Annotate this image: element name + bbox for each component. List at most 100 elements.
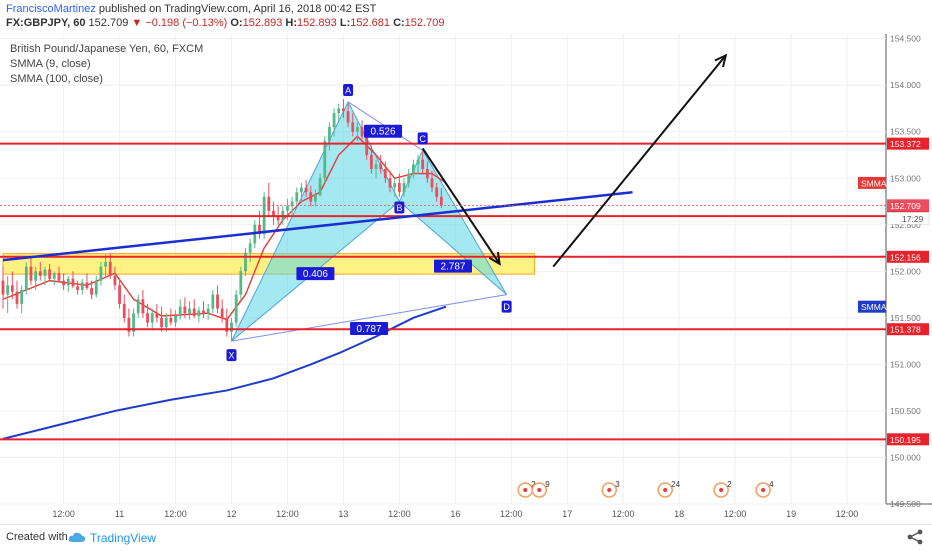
trend-line[interactable] xyxy=(2,190,633,262)
legend-smma-slow[interactable]: SMMA (100, close) xyxy=(10,73,103,85)
candle-body[interactable] xyxy=(435,187,439,197)
legend-smma-fast[interactable]: SMMA (9, close) xyxy=(10,58,91,70)
candle-body[interactable] xyxy=(71,278,75,287)
candle-body[interactable] xyxy=(248,243,252,253)
candle-body[interactable] xyxy=(155,313,159,318)
candle-body[interactable] xyxy=(397,182,401,193)
candle-body[interactable] xyxy=(220,308,224,318)
candle-body[interactable] xyxy=(356,127,359,132)
candle-body[interactable] xyxy=(57,273,61,281)
candle-body[interactable] xyxy=(211,294,215,309)
candle-body[interactable] xyxy=(127,317,131,332)
pattern-bcd[interactable] xyxy=(398,149,508,295)
candle-body[interactable] xyxy=(197,310,201,316)
candle-body[interactable] xyxy=(318,178,322,196)
candle-body[interactable] xyxy=(244,252,247,272)
candle-body[interactable] xyxy=(104,262,107,267)
candle-body[interactable] xyxy=(62,280,66,286)
smma-slow-line[interactable] xyxy=(2,305,447,440)
candle-body[interactable] xyxy=(141,299,145,314)
candle-body[interactable] xyxy=(328,127,331,142)
candle-body[interactable] xyxy=(276,215,280,221)
tradingview-brand[interactable]: TradingView xyxy=(90,531,157,545)
candle-body[interactable] xyxy=(230,322,233,332)
candle-body[interactable] xyxy=(337,108,341,114)
candle-body[interactable] xyxy=(379,164,383,169)
candle-body[interactable] xyxy=(360,127,364,137)
candle-body[interactable] xyxy=(416,159,420,165)
candle-body[interactable] xyxy=(94,280,98,295)
candle-body[interactable] xyxy=(365,136,369,155)
candle-body[interactable] xyxy=(10,285,14,292)
candle-body[interactable] xyxy=(188,308,191,314)
candle-body[interactable] xyxy=(15,291,19,304)
candle-body[interactable] xyxy=(407,173,411,183)
share-icon[interactable] xyxy=(906,529,924,545)
candle-body[interactable] xyxy=(314,195,317,202)
candle-body[interactable] xyxy=(369,154,373,169)
candle-body[interactable] xyxy=(146,313,149,323)
candle-body[interactable] xyxy=(323,141,327,179)
candle-body[interactable] xyxy=(234,294,238,323)
candle-body[interactable] xyxy=(216,294,219,309)
candle-body[interactable] xyxy=(239,271,243,295)
candle-body[interactable] xyxy=(174,316,177,323)
candle-body[interactable] xyxy=(439,196,443,206)
candle-body[interactable] xyxy=(295,192,299,202)
candle-body[interactable] xyxy=(113,275,117,286)
candle-body[interactable] xyxy=(178,306,182,316)
candle-body[interactable] xyxy=(85,282,89,289)
candle-body[interactable] xyxy=(90,288,93,295)
candle-body[interactable] xyxy=(202,310,205,314)
candle-body[interactable] xyxy=(118,285,121,304)
candle-body[interactable] xyxy=(402,182,406,193)
candle-body[interactable] xyxy=(29,266,33,281)
candle-body[interactable] xyxy=(267,196,271,211)
candle-body[interactable] xyxy=(342,108,345,112)
candle-body[interactable] xyxy=(430,178,434,188)
candle-body[interactable] xyxy=(192,308,196,316)
candle-body[interactable] xyxy=(34,271,38,281)
candle-body[interactable] xyxy=(300,187,303,193)
candle-body[interactable] xyxy=(24,266,28,290)
candle-body[interactable] xyxy=(99,266,103,281)
candle-body[interactable] xyxy=(160,317,163,328)
candle-body[interactable] xyxy=(225,317,229,332)
candle-body[interactable] xyxy=(169,317,173,323)
candle-body[interactable] xyxy=(309,192,313,202)
candle-body[interactable] xyxy=(108,262,112,276)
candle-body[interactable] xyxy=(38,271,42,276)
candle-body[interactable] xyxy=(272,210,275,216)
candle-body[interactable] xyxy=(258,224,261,235)
candle-body[interactable] xyxy=(76,286,80,290)
candle-body[interactable] xyxy=(393,182,397,188)
candle-body[interactable] xyxy=(52,273,56,279)
candle-body[interactable] xyxy=(6,285,10,295)
candle-body[interactable] xyxy=(206,308,210,314)
candle-body[interactable] xyxy=(304,187,308,193)
up-arrow-line[interactable] xyxy=(552,54,727,268)
author-link[interactable]: FranciscoMartinez xyxy=(6,3,96,15)
candle-body[interactable] xyxy=(383,168,387,179)
candle-body[interactable] xyxy=(1,280,5,295)
candle-body[interactable] xyxy=(164,317,168,328)
candle-body[interactable] xyxy=(66,278,70,286)
candle-body[interactable] xyxy=(332,113,336,128)
candle-body[interactable] xyxy=(374,164,378,169)
candle-body[interactable] xyxy=(425,168,429,179)
candle-body[interactable] xyxy=(122,303,126,318)
price-chart[interactable]: 154.500 154.000 153.500 153.000 152.500 152.0… xyxy=(0,34,932,524)
candle-body[interactable] xyxy=(132,313,135,332)
candle-body[interactable] xyxy=(411,164,415,174)
candle-body[interactable] xyxy=(150,313,154,323)
candle-body[interactable] xyxy=(346,111,350,123)
candle-body[interactable] xyxy=(388,178,392,188)
candle-body[interactable] xyxy=(48,269,52,279)
down-arrow-line[interactable] xyxy=(421,147,501,265)
candle-body[interactable] xyxy=(20,289,24,304)
candle-body[interactable] xyxy=(421,159,425,169)
smma-fast-line[interactable] xyxy=(2,135,447,321)
candle-body[interactable] xyxy=(351,122,355,132)
candle-body[interactable] xyxy=(136,299,140,314)
candle-body[interactable] xyxy=(290,201,294,207)
